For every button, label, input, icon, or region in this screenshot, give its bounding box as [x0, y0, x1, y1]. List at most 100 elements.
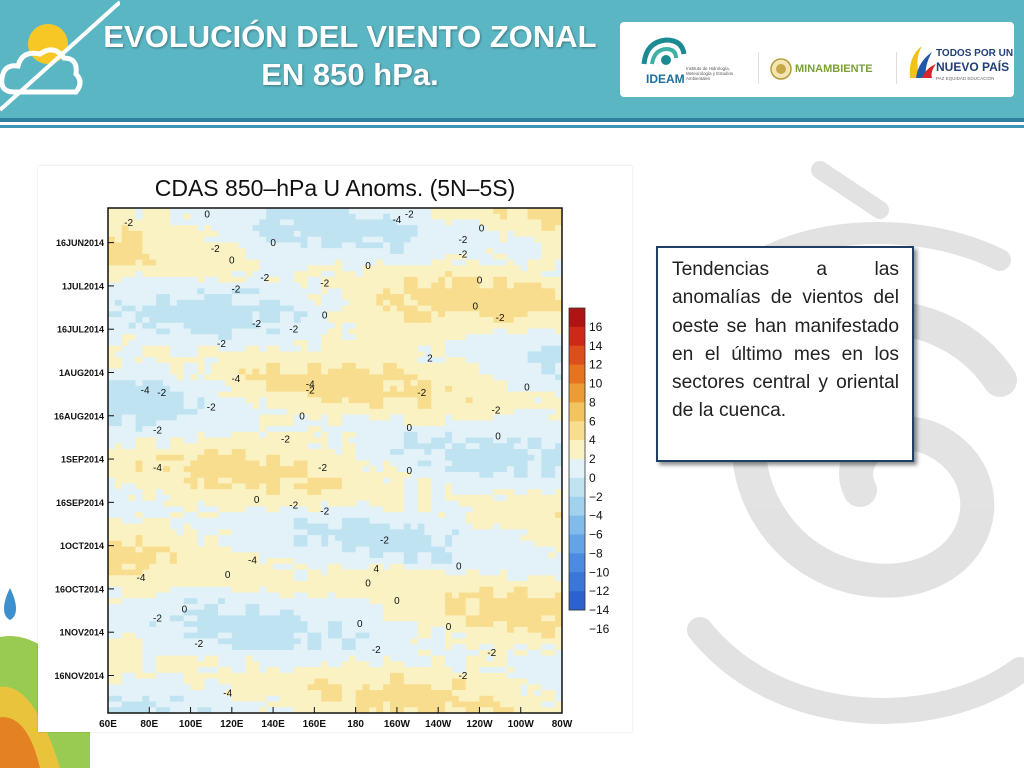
heat-cell [451, 213, 460, 221]
heat-cell [321, 621, 329, 628]
heat-cell [252, 546, 260, 553]
heat-cell [259, 494, 267, 502]
heat-cell [390, 403, 398, 410]
heat-cell [121, 420, 130, 427]
heat-cell [396, 540, 405, 548]
heat-cell [355, 230, 364, 238]
heat-cell [376, 443, 384, 450]
heat-cell [190, 466, 199, 473]
heat-cell [355, 563, 364, 571]
heat-cell [245, 586, 254, 594]
heat-cell [183, 294, 192, 301]
heat-cell [341, 632, 350, 639]
heat-cell [314, 414, 322, 421]
heat-cell [465, 253, 474, 261]
heat-cell [369, 449, 377, 456]
heat-cell [307, 563, 315, 571]
heat-cell [197, 271, 205, 278]
heat-cell [431, 408, 439, 416]
heat-cell [417, 609, 426, 617]
heat-cell [527, 483, 536, 490]
heat-cell [362, 563, 370, 571]
heat-cell [121, 535, 130, 542]
heat-cell [149, 512, 157, 519]
heat-cell [410, 626, 419, 634]
heat-cell [506, 609, 515, 617]
heat-cell [506, 299, 515, 307]
heat-cell [355, 236, 364, 244]
heat-cell [369, 397, 377, 404]
heat-cell [211, 345, 219, 353]
heat-cell [383, 586, 391, 594]
heat-cell [108, 569, 116, 576]
heat-cell [376, 362, 384, 370]
heat-cell [190, 621, 199, 628]
heat-cell [121, 230, 130, 238]
heat-cell [527, 259, 536, 266]
heat-cell [396, 471, 405, 479]
heat-cell [128, 345, 137, 353]
heat-cell [328, 632, 336, 639]
heat-cell [410, 512, 419, 519]
heat-cell [259, 471, 267, 479]
heat-cell [548, 581, 556, 588]
heat-cell [135, 454, 143, 462]
heat-cell [114, 426, 123, 433]
heat-cell [293, 598, 302, 605]
heat-cell [121, 529, 130, 536]
heat-cell [245, 219, 254, 226]
heat-cell [335, 569, 343, 576]
heat-cell [259, 529, 267, 536]
heat-cell [135, 368, 143, 376]
heat-cell [114, 305, 123, 312]
heat-cell [335, 437, 343, 444]
heat-cell [362, 540, 370, 548]
heat-cell [451, 563, 460, 571]
heat-cell [403, 563, 412, 571]
heat-cell [520, 569, 529, 576]
heat-cell [279, 592, 288, 599]
heat-cell [369, 540, 377, 548]
heat-cell [465, 397, 474, 404]
heat-cell [479, 426, 487, 433]
heat-cell [266, 420, 274, 427]
heat-cell [548, 420, 556, 427]
heat-cell [445, 632, 453, 639]
heat-cell [555, 403, 562, 410]
heat-cell [417, 569, 426, 576]
heat-cell [410, 454, 419, 462]
heat-cell [403, 305, 412, 312]
heat-cell [273, 460, 281, 467]
heat-cell [176, 294, 185, 301]
heat-cell [548, 219, 556, 226]
heat-cell [348, 609, 357, 617]
heat-cell [108, 294, 116, 301]
heat-cell [341, 271, 350, 278]
heat-cell [259, 294, 267, 301]
heat-cell [465, 334, 474, 341]
heat-cell [355, 259, 364, 266]
heat-cell [224, 443, 233, 450]
heat-cell [176, 380, 185, 387]
heat-cell [128, 403, 137, 410]
heat-cell [355, 449, 364, 456]
heat-cell [362, 391, 370, 398]
heat-cell [259, 500, 267, 508]
heat-cell [321, 609, 329, 617]
heat-cell [224, 294, 233, 301]
heat-cell [348, 253, 357, 261]
heat-cell [314, 494, 322, 502]
heat-cell [348, 512, 357, 519]
heat-cell [348, 569, 357, 576]
heat-cell [163, 466, 171, 473]
heat-cell [163, 345, 171, 353]
heat-cell [527, 512, 536, 519]
heat-cell [431, 328, 439, 335]
heat-cell [362, 506, 370, 513]
heat-cell [307, 420, 315, 427]
heat-cell [527, 632, 536, 639]
heat-cell [555, 494, 562, 502]
heat-cell [555, 540, 562, 548]
heat-cell [465, 380, 474, 387]
heat-cell [156, 403, 164, 410]
